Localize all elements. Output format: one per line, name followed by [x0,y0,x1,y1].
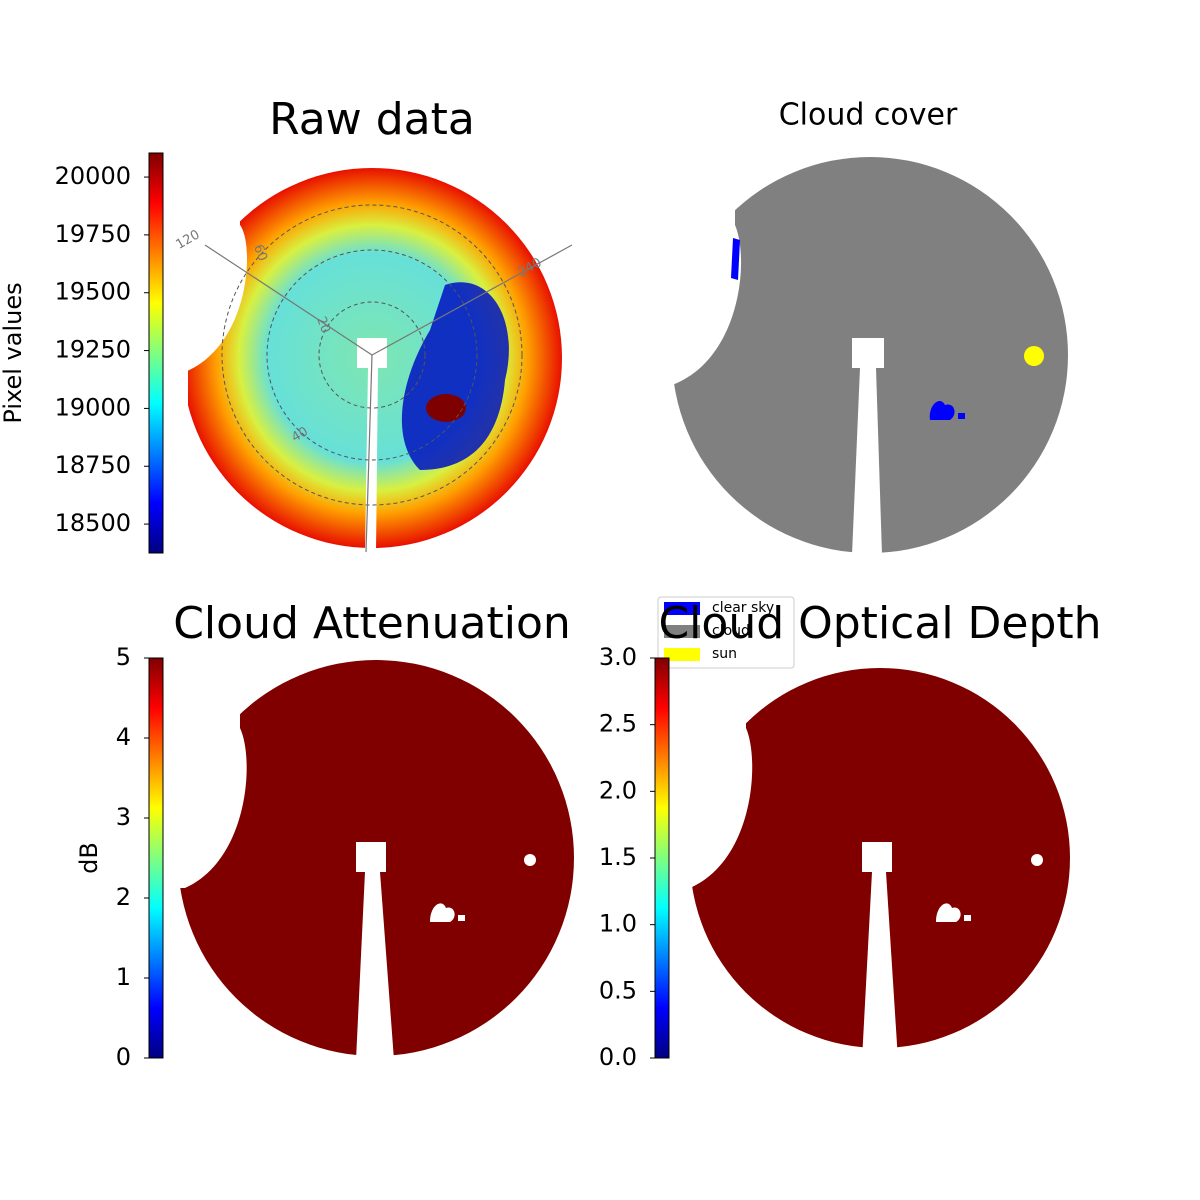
colorbar-tick-label: 19000 [55,393,131,421]
attenuation-image [170,650,574,1060]
colorbar-tick-label: 2.0 [599,776,637,804]
colorbar-tick-label: 1 [116,963,131,991]
colorbar-tick-label: 1.0 [599,910,637,938]
cloud-cover-image [660,150,1068,555]
polar-label: 60 [250,243,270,264]
colorbar-tick-label: 20000 [55,162,131,190]
colorbar-tick-label: 2.5 [599,710,637,738]
polar-label: 20 [313,315,333,336]
colorbar-tick-label: 1.5 [599,843,637,871]
colorbar-tick-label: 4 [116,723,131,751]
polar-label: 40 [289,424,311,445]
colorbar-tick-label: 3 [116,803,131,831]
legend-swatch [664,648,700,661]
raw-image [170,165,573,555]
colorbar [148,657,164,1059]
colorbar-label: dB [75,842,103,874]
legend-label: cloud [712,623,750,639]
colorbar-tick-label: 0.0 [599,1043,637,1071]
panel-title: Raw data [269,94,475,145]
legend-label: clear sky [712,600,774,616]
panel-title: Cloud cover [779,98,958,133]
legend-label: sun [712,646,737,662]
legend-swatch [664,602,700,615]
colorbar-tick-label: 18500 [55,509,131,537]
colorbar-tick-label: 19250 [55,336,131,364]
colorbar-label: Pixel values [0,282,27,423]
optical-depth-image [676,650,1070,1060]
colorbar-tick-label: 18750 [55,451,131,479]
colorbar-tick-label: 5 [116,643,131,671]
panel-title: Cloud Attenuation [173,598,571,649]
panel-title: Cloud Optical Depth [658,598,1101,649]
colorbar-tick-label: 19750 [55,220,131,248]
colorbar-tick-label: 3.0 [599,643,637,671]
colorbar [654,657,670,1059]
colorbar-tick-label: 19500 [55,278,131,306]
colorbar-tick-label: 0.5 [599,976,637,1004]
colorbar-tick-label: 0 [116,1043,131,1071]
legend-swatch [664,625,700,638]
colorbar [148,152,164,554]
colorbar-tick-label: 2 [116,883,131,911]
